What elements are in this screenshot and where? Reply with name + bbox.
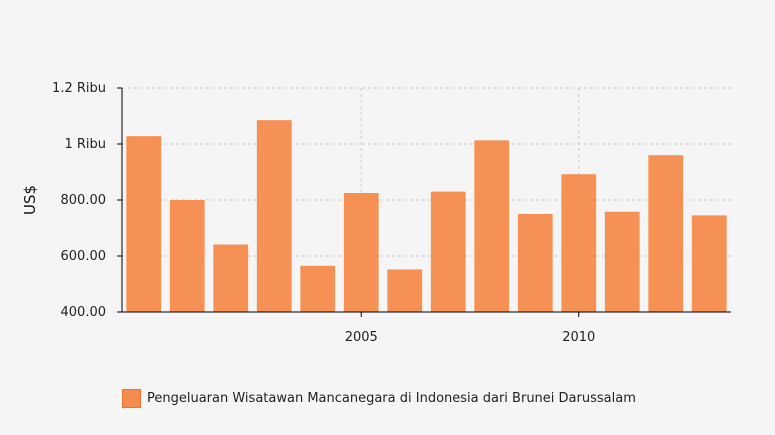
y-tick-label: 400.00 xyxy=(61,305,107,320)
legend[interactable]: Pengeluaran Wisatawan Mancanegara di Ind… xyxy=(122,389,636,408)
x-tick-label: 2010 xyxy=(562,330,595,345)
axes: 400.00 600.00 800.00 1 Ribu 1.2 Ribu 2005 2010 xyxy=(52,81,731,345)
y-tick-label: 1.2 Ribu xyxy=(52,81,106,96)
x-tick-label: 2005 xyxy=(345,330,378,345)
bar[interactable] xyxy=(256,120,292,312)
bar[interactable] xyxy=(691,215,727,312)
bar[interactable] xyxy=(517,214,553,312)
y-tick-label: 1 Ribu xyxy=(64,137,106,152)
bar[interactable] xyxy=(169,200,205,312)
bar[interactable] xyxy=(648,155,684,312)
bar[interactable] xyxy=(561,174,597,312)
bar[interactable] xyxy=(430,191,466,312)
y-tick-label: 800.00 xyxy=(61,193,107,208)
bar[interactable] xyxy=(387,269,423,312)
bar[interactable] xyxy=(126,136,162,312)
bar[interactable] xyxy=(343,193,379,312)
legend-swatch xyxy=(122,389,141,408)
bar[interactable] xyxy=(474,140,510,312)
bar[interactable] xyxy=(213,244,249,312)
bar[interactable] xyxy=(300,265,336,312)
bars xyxy=(126,120,727,312)
y-tick-label: 600.00 xyxy=(61,249,107,264)
y-axis-title: US$ xyxy=(21,185,39,215)
bar[interactable] xyxy=(604,211,640,312)
legend-label: Pengeluaran Wisatawan Mancanegara di Ind… xyxy=(147,391,636,406)
